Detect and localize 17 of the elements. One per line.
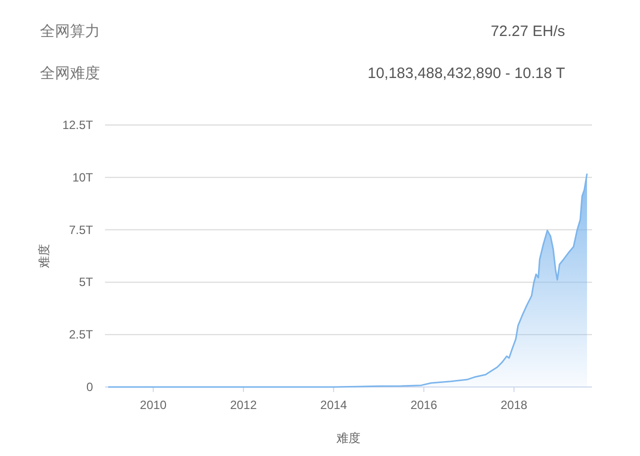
x-tick-label: 2012	[230, 398, 258, 412]
x-tick-label: 2016	[410, 398, 438, 412]
y-tick-label: 10T	[72, 170, 94, 184]
y-tick-label: 5T	[78, 275, 94, 290]
text: 全网算力	[40, 23, 100, 40]
x-tick-label: 2010	[140, 398, 167, 412]
x-tick-label: 2018	[500, 398, 528, 412]
text: 10,183,488,432,890 - 10.18 T	[368, 65, 565, 82]
text: 72.27 EH/s	[490, 23, 565, 40]
text: 全网难度	[40, 65, 100, 82]
x-axis-title: 难度	[336, 431, 360, 445]
y-tick-label: 12.5T	[62, 118, 94, 132]
y-axis-title: 难度	[37, 244, 51, 269]
y-tick-label: 0	[86, 380, 94, 394]
x-tick-label: 2014	[320, 398, 348, 412]
y-tick-label: 7.5T	[68, 222, 94, 237]
y-tick-label: 2.5T	[68, 328, 94, 342]
